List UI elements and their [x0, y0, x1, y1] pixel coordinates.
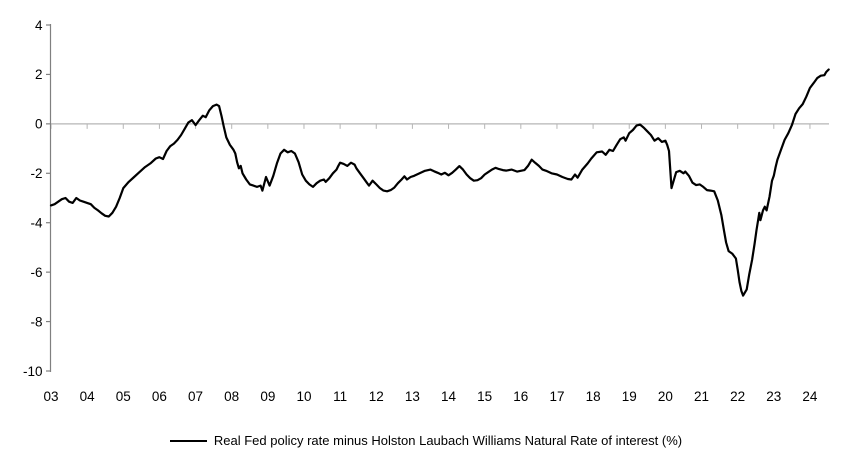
x-tick-label: 14: [441, 389, 457, 404]
y-tick-label: 0: [35, 117, 43, 132]
x-tick-label: 15: [477, 389, 492, 404]
x-tick-label: 23: [766, 389, 781, 404]
x-tick-label: 18: [586, 389, 601, 404]
x-tick-label: 17: [549, 389, 564, 404]
x-tick-label: 10: [296, 389, 311, 404]
x-tick-label: 22: [730, 389, 745, 404]
y-tick-label: 2: [35, 67, 43, 82]
y-tick-label: -8: [30, 314, 42, 329]
x-tick-label: 13: [405, 389, 420, 404]
data-series-line: [49, 68, 830, 297]
y-tick-label: -4: [30, 216, 42, 231]
x-tick-label: 16: [513, 389, 528, 404]
x-tick-label: 05: [116, 389, 131, 404]
x-tick-label: 20: [658, 389, 673, 404]
legend-line-swatch: [169, 439, 207, 442]
x-tick-label: 19: [622, 389, 637, 404]
x-tick-label: 04: [80, 389, 96, 404]
x-tick-label: 06: [152, 389, 167, 404]
x-tick-label: 24: [802, 389, 818, 404]
x-tick-label: 08: [224, 389, 239, 404]
x-tick-label: 07: [188, 389, 203, 404]
legend-label: Real Fed policy rate minus Holston Lauba…: [213, 433, 683, 448]
y-tick-label: -2: [30, 166, 42, 181]
y-tick-label: -10: [23, 364, 43, 379]
x-tick-label: 21: [694, 389, 709, 404]
y-tick-label: 4: [35, 18, 43, 33]
x-tick-label: 12: [369, 389, 384, 404]
chart-legend: Real Fed policy rate minus Holston Lauba…: [0, 433, 852, 448]
x-tick-label: 09: [260, 389, 275, 404]
x-tick-label: 03: [43, 389, 58, 404]
x-tick-label: 11: [333, 389, 347, 404]
y-tick-label: -6: [30, 265, 42, 280]
